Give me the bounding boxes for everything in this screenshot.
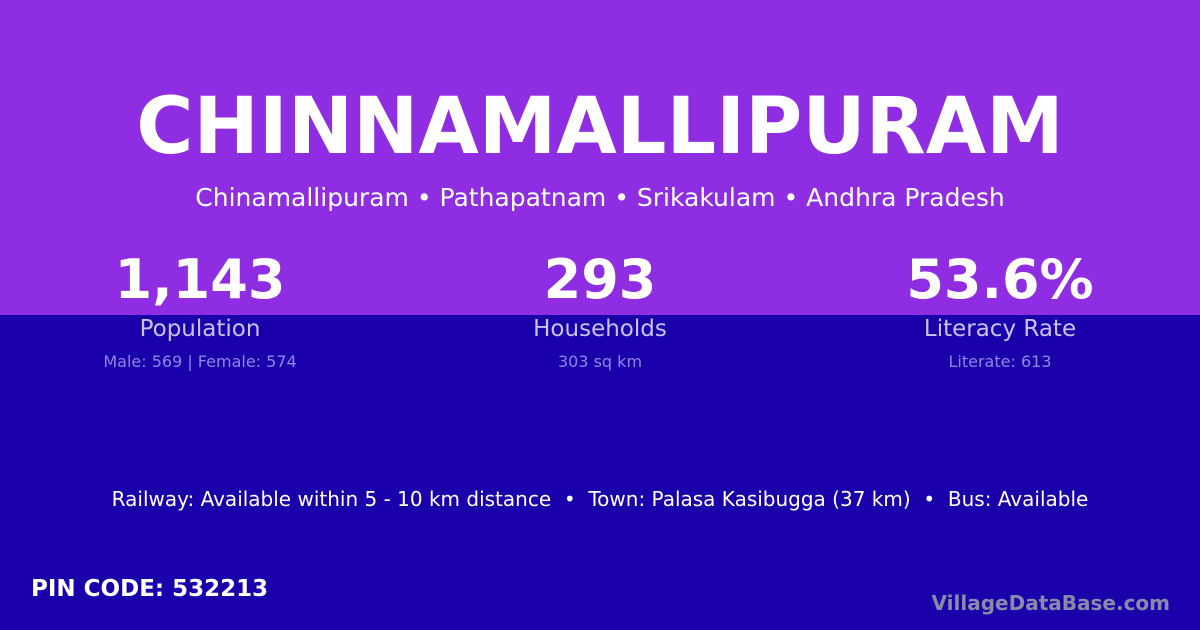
brand-logo: VillageDataBase.com <box>931 591 1170 615</box>
stat-households: 293 Households 303 sq km <box>400 248 800 371</box>
stat-detail: Literate: 613 <box>948 352 1052 371</box>
pin-code: PIN CODE: 532213 <box>31 576 269 602</box>
village-title: CHINNAMALLIPURAM <box>136 82 1064 172</box>
stat-population: 1,143 Population Male: 569 | Female: 574 <box>0 248 400 371</box>
connectivity-info: Railway: Available within 5 - 10 km dist… <box>111 487 1089 511</box>
stat-detail: 303 sq km <box>557 352 643 371</box>
stat-value: 53.6% <box>906 248 1094 311</box>
stat-detail: Male: 569 | Female: 574 <box>103 352 297 371</box>
location-breadcrumb: Chinamallipuram • Pathapatnam • Srikakul… <box>195 183 1005 212</box>
stat-value: 293 <box>543 248 657 311</box>
stat-label: Population <box>139 316 261 342</box>
stat-value: 1,143 <box>114 248 286 311</box>
header-band <box>0 0 1200 315</box>
stat-literacy: 53.6% Literacy Rate Literate: 613 <box>800 248 1200 371</box>
stat-label: Literacy Rate <box>923 316 1077 342</box>
stat-label: Households <box>533 316 667 342</box>
